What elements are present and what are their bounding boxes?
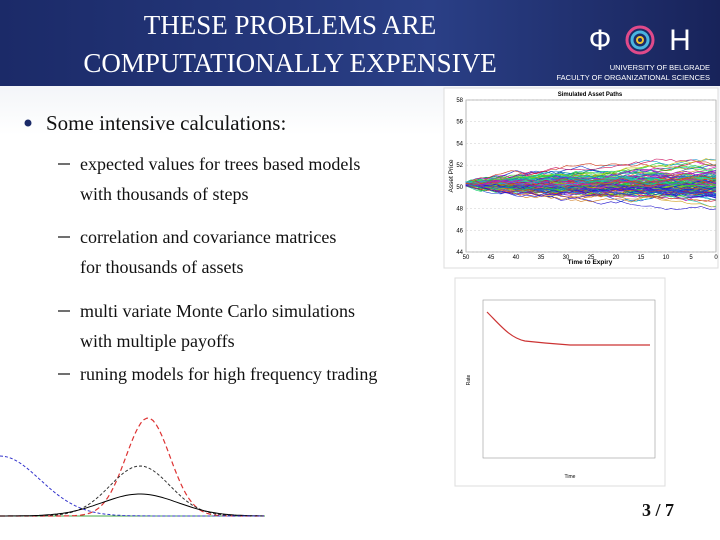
logo: Ф Н UNIVERSITY OF BELGRADE FACULTY OF OR… — [557, 24, 711, 82]
tick-label: 20 — [613, 255, 620, 261]
axis-label: Time — [565, 474, 576, 480]
tick-label: 0 — [714, 255, 718, 261]
curve — [0, 465, 264, 517]
figure-frame — [454, 277, 666, 487]
figure-frame — [0, 410, 270, 522]
tick-label: 40 — [513, 255, 520, 261]
sim-path — [465, 183, 717, 197]
header-band — [0, 0, 720, 86]
tick-label: 35 — [538, 255, 545, 261]
logo-text: FACULTY OF ORGANIZATIONAL SCIENCES — [557, 73, 711, 82]
axis-label: Asset Price — [448, 159, 455, 192]
sub-item-text: with multiple payoffs — [80, 331, 235, 351]
logo-ring — [630, 30, 650, 50]
sim-path — [465, 182, 717, 197]
tick-label: 44 — [456, 250, 463, 256]
sub-item-text: with thousands of steps — [80, 184, 249, 204]
title-line: THESE PROBLEMS ARE — [144, 10, 437, 40]
sub-item-text: runing models for high frequency trading — [80, 364, 377, 384]
sub-items: expected values for trees based models wi… — [58, 154, 377, 384]
sim-path — [465, 163, 717, 184]
sub-item-text: multi variate Monte Carlo simulations — [80, 301, 355, 321]
sim-path — [465, 180, 717, 197]
sub-item-text: expected values for trees based models — [80, 154, 360, 174]
sim-path — [465, 178, 717, 190]
curve — [0, 493, 264, 517]
tick-label: 52 — [456, 163, 463, 169]
sim-path — [465, 175, 717, 186]
figure-rate: Rate Time — [454, 277, 666, 487]
tick-label: 50 — [456, 185, 463, 191]
logo-ring — [636, 36, 644, 44]
tick-label: 10 — [663, 255, 670, 261]
tick-label: 45 — [488, 255, 495, 261]
tick-label: 5 — [689, 255, 693, 261]
tick-label: 50 — [463, 255, 470, 261]
logo-text: UNIVERSITY OF BELGRADE — [610, 63, 710, 72]
page-number: 3 / 7 — [642, 500, 674, 520]
sim-path — [465, 177, 717, 187]
figure-distributions — [0, 410, 270, 522]
bullet-text: Some intensive calculations: — [46, 111, 286, 135]
tick-label: 30 — [563, 255, 570, 261]
title-line: COMPUTATIONALLY EXPENSIVE — [83, 48, 496, 78]
logo-letter: Н — [669, 24, 691, 57]
rate-curve — [486, 311, 650, 346]
bullet — [24, 119, 32, 127]
curve — [0, 455, 264, 517]
axis-label: Rate — [466, 375, 472, 386]
tick-label: 25 — [588, 255, 595, 261]
curve — [0, 417, 264, 517]
tick-label: 56 — [456, 120, 463, 126]
tick-label: 54 — [456, 141, 463, 147]
axis-label: Time to Expiry — [568, 259, 613, 266]
plot-area — [482, 299, 656, 459]
tick-label: 46 — [456, 228, 463, 234]
tick-label: 15 — [638, 255, 645, 261]
figure-title: Simulated Asset Paths — [558, 92, 623, 98]
logo-ring — [625, 25, 655, 55]
sub-item-text: for thousands of assets — [80, 257, 243, 277]
sim-path — [465, 170, 717, 187]
sub-item-text: correlation and covariance matrices — [80, 227, 336, 247]
sim-path — [465, 183, 717, 196]
tick-label: 58 — [456, 98, 463, 104]
tick-label: 48 — [456, 207, 463, 213]
sim-path — [465, 158, 717, 186]
logo-letter: Ф — [589, 24, 612, 57]
